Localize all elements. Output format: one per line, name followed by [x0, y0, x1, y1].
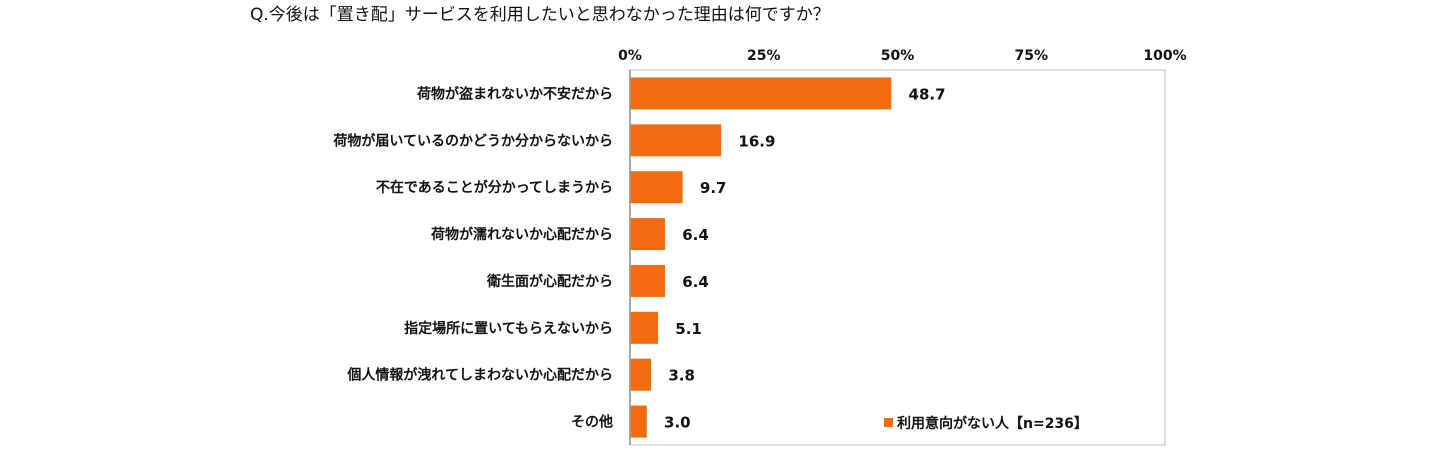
- bar: [630, 124, 722, 157]
- category-label: 指定場所に置いてもらえないから: [404, 320, 613, 337]
- bar: [630, 264, 665, 297]
- x-tick-label: 50%: [881, 48, 915, 64]
- value-label: 16.9: [738, 132, 775, 150]
- bar: [630, 358, 652, 391]
- bar: [630, 311, 659, 344]
- x-tick-label: 25%: [747, 48, 781, 64]
- category-label: 荷物が濡れないか心配だから: [430, 226, 613, 243]
- bar: [630, 405, 647, 438]
- category-label: 荷物が届いているのかどうか分からないから: [332, 132, 613, 149]
- x-tick-label: 0%: [618, 48, 642, 64]
- bar: [630, 171, 683, 204]
- legend-label: 利用意向がない人【n=236】: [897, 415, 1088, 432]
- bar: [630, 218, 665, 251]
- category-label: 衛生面が心配だから: [486, 273, 613, 290]
- value-label: 48.7: [909, 85, 946, 103]
- category-labels: 荷物が盗まれないか不安だから荷物が届いているのかどうか分からないから不在であるこ…: [332, 85, 613, 430]
- legend-swatch: [884, 418, 893, 427]
- category-label: 不在であることが分かってしまうから: [376, 179, 613, 196]
- category-label: 個人情報が洩れてしまわないか心配だから: [346, 367, 613, 384]
- value-label: 3.0: [664, 414, 691, 432]
- value-label: 3.8: [668, 367, 695, 385]
- x-tick-label: 75%: [1014, 48, 1048, 64]
- x-tick-label: 100%: [1143, 48, 1186, 64]
- value-label: 6.4: [682, 226, 709, 244]
- bars: [630, 77, 892, 438]
- value-label: 9.7: [700, 179, 727, 197]
- legend: 利用意向がない人【n=236】: [884, 415, 1088, 432]
- chart-title: Q.今後は「置き配」サービスを利用したいと思わなかった理由は何ですか？: [250, 5, 830, 25]
- value-labels: 48.7 16.9 9.7 6.4 6.4 5.1 3.8 3.0: [664, 85, 946, 431]
- category-label: 荷物が盗まれないか不安だから: [416, 85, 613, 102]
- tick-labels: 0% 25% 50% 75% 100%: [618, 48, 1187, 64]
- value-label: 6.4: [682, 273, 709, 291]
- value-label: 5.1: [675, 320, 702, 338]
- category-label: その他: [571, 414, 613, 431]
- bar: [630, 77, 892, 110]
